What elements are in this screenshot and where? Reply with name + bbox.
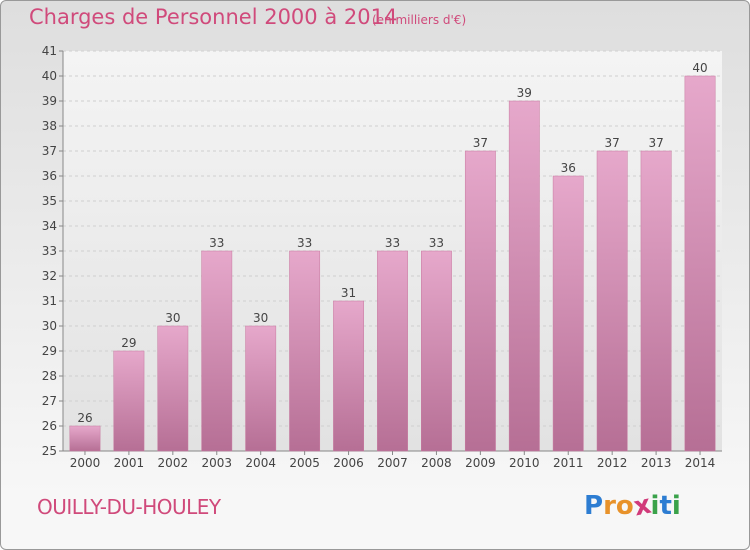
bar bbox=[113, 350, 145, 452]
x-tick-label: 2001 bbox=[114, 456, 145, 470]
y-tick-label: 27 bbox=[42, 394, 57, 408]
data-label: 33 bbox=[209, 236, 224, 250]
y-tick-label: 32 bbox=[42, 269, 57, 283]
data-label: 26 bbox=[77, 411, 92, 425]
data-label: 37 bbox=[648, 136, 663, 150]
data-label: 39 bbox=[517, 86, 532, 100]
bar bbox=[333, 300, 364, 452]
y-tick-label: 35 bbox=[42, 194, 57, 208]
bar bbox=[508, 100, 540, 452]
y-tick-label: 26 bbox=[42, 419, 57, 433]
data-label: 30 bbox=[165, 311, 180, 325]
data-label: 29 bbox=[121, 336, 136, 350]
x-tick-label: 2009 bbox=[465, 456, 496, 470]
y-tick-label: 36 bbox=[42, 169, 57, 183]
x-tick-label: 2010 bbox=[509, 456, 540, 470]
bar bbox=[157, 325, 189, 452]
data-label: 37 bbox=[473, 136, 488, 150]
proxiti-logo: Proxiti bbox=[584, 490, 681, 523]
x-tick-label: 2012 bbox=[597, 456, 628, 470]
y-tick-label: 37 bbox=[42, 144, 57, 158]
chart-title: Charges de Personnel 2000 à 2014 bbox=[29, 5, 398, 29]
bar bbox=[552, 175, 584, 452]
x-tick-label: 2004 bbox=[245, 456, 276, 470]
bar bbox=[421, 250, 452, 452]
bar bbox=[464, 150, 496, 452]
x-tick-label: 2008 bbox=[421, 456, 452, 470]
logo-letter: o bbox=[615, 491, 634, 521]
bar bbox=[684, 75, 716, 452]
data-label: 40 bbox=[692, 61, 707, 75]
commune-name: OUILLY-DU-HOULEY bbox=[37, 495, 221, 519]
logo-letter: i bbox=[671, 491, 681, 521]
data-label: 30 bbox=[253, 311, 268, 325]
y-tick-label: 34 bbox=[42, 219, 57, 233]
x-tick-label: 2011 bbox=[553, 456, 584, 470]
x-tick-label: 2000 bbox=[70, 456, 101, 470]
data-label: 33 bbox=[297, 236, 312, 250]
bar bbox=[640, 150, 672, 452]
x-tick-label: 2014 bbox=[685, 456, 716, 470]
x-tick-label: 2002 bbox=[158, 456, 189, 470]
data-label: 33 bbox=[385, 236, 400, 250]
data-label: 37 bbox=[605, 136, 620, 150]
logo-letter: t bbox=[659, 491, 672, 521]
data-label: 33 bbox=[429, 236, 444, 250]
logo-letter: i bbox=[650, 491, 660, 521]
x-tick-label: 2007 bbox=[377, 456, 408, 470]
bar bbox=[377, 250, 408, 452]
x-tick-label: 2003 bbox=[201, 456, 232, 470]
chart-subtitle: (en milliers d'€) bbox=[372, 13, 467, 27]
y-tick-label: 25 bbox=[42, 444, 57, 458]
x-tick-label: 2005 bbox=[289, 456, 320, 470]
y-tick-label: 39 bbox=[42, 94, 57, 108]
x-tick-label: 2006 bbox=[333, 456, 364, 470]
y-tick-label: 41 bbox=[42, 44, 57, 58]
logo-letter: P bbox=[584, 491, 604, 521]
y-tick-label: 30 bbox=[42, 319, 57, 333]
bar bbox=[245, 325, 277, 452]
y-tick-label: 31 bbox=[42, 294, 57, 308]
y-tick-label: 33 bbox=[42, 244, 57, 258]
data-label: 31 bbox=[341, 286, 356, 300]
y-tick-label: 40 bbox=[42, 69, 57, 83]
bar bbox=[596, 150, 628, 452]
bar bbox=[289, 250, 321, 452]
y-tick-label: 29 bbox=[42, 344, 57, 358]
bar bbox=[69, 425, 101, 452]
bar bbox=[201, 250, 233, 452]
x-tick-label: 2013 bbox=[641, 456, 672, 470]
y-tick-label: 28 bbox=[42, 369, 57, 383]
data-label: 36 bbox=[561, 161, 576, 175]
logo-letter: r bbox=[603, 491, 616, 521]
y-tick-label: 38 bbox=[42, 119, 57, 133]
